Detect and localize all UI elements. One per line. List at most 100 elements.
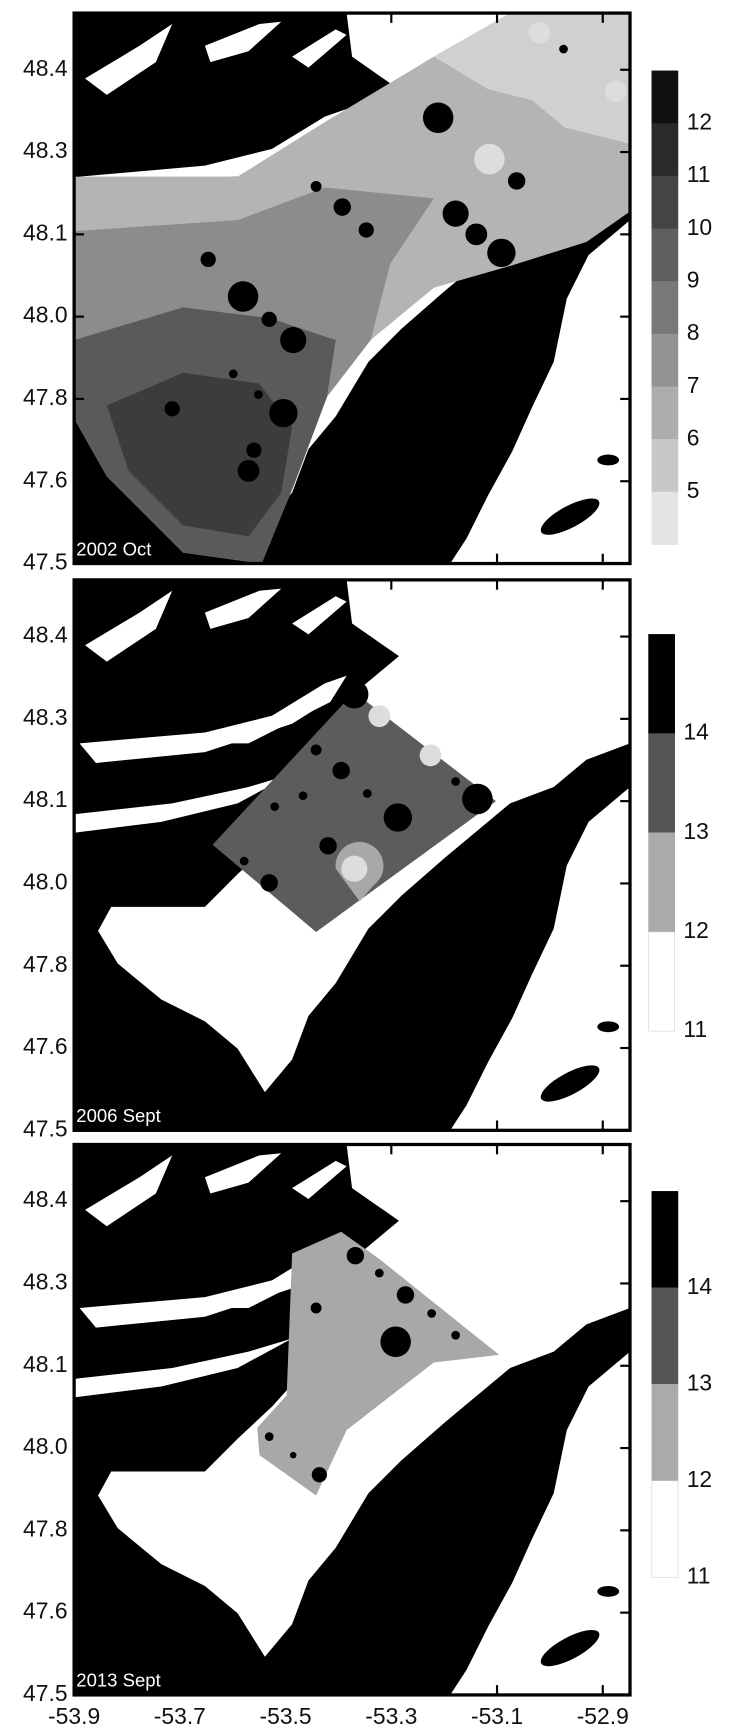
panel-label: 2002 Oct [76, 538, 152, 559]
colorbar-block [651, 70, 679, 124]
colorbar-block [648, 733, 675, 834]
map-panel: 2002 Oct 48.4 48.3 48.1 48.0 47.8 47.6 47.5 [23, 11, 632, 575]
station [310, 1302, 322, 1314]
x-tick-label: -53.1 [471, 1703, 523, 1729]
colorbar-block [651, 1480, 679, 1578]
y-tick-label: 48.4 [23, 55, 68, 81]
station [333, 198, 351, 216]
colorbar-label: 13 [687, 1369, 712, 1395]
colorbar-label: 11 [687, 1562, 711, 1588]
station [298, 791, 308, 801]
colorbar-label: 11 [683, 1016, 707, 1042]
map-panel: 2013 Sept 48.4 48.3 48.1 48.0 47.8 47.6 47.5 [23, 1142, 632, 1706]
colorbar-block [651, 228, 679, 282]
contour-spot [341, 855, 368, 882]
station [427, 1309, 436, 1318]
station [270, 802, 280, 811]
station [451, 1330, 460, 1340]
station [310, 744, 322, 756]
station [280, 326, 307, 354]
colorbar: 14 13 12 11 [651, 1191, 712, 1588]
colorbar-block [651, 439, 679, 493]
contour-spot [528, 21, 551, 44]
y-tick-label: 48.1 [23, 1351, 68, 1377]
contour-spot [419, 744, 442, 767]
station [253, 390, 263, 399]
survey-area [212, 680, 496, 932]
x-tick-label: -53.9 [48, 1703, 100, 1729]
y-tick-label: 47.6 [23, 466, 68, 492]
colorbar-block [651, 281, 679, 335]
y-tick-label: 47.5 [23, 549, 68, 575]
colorbar-block [651, 175, 679, 230]
station [559, 44, 568, 54]
colorbar-label: 12 [687, 109, 712, 135]
colorbar-block [651, 1191, 679, 1289]
station [220, 1393, 229, 1402]
x-axis: -53.9 -53.7 -53.5 -53.3 -53.1 -52.9 [48, 1703, 629, 1729]
station [261, 311, 277, 327]
station [164, 401, 180, 417]
y-tick-label: 48.1 [23, 219, 68, 245]
station [246, 442, 262, 458]
station [465, 223, 488, 246]
y-tick-label: 48.0 [23, 868, 68, 894]
panels: 2002 Oct 48.4 48.3 48.1 48.0 47.8 47.6 47.5 12 11… [23, 11, 712, 1706]
station [383, 803, 413, 832]
station [374, 1268, 384, 1278]
station [319, 837, 337, 855]
station [442, 200, 469, 227]
station [340, 680, 369, 709]
y-tick-label: 48.3 [23, 1269, 68, 1295]
y-tick-label: 48.4 [23, 622, 68, 648]
y-tick-label: 48.4 [23, 1186, 68, 1212]
station [311, 1467, 327, 1483]
station [380, 1326, 411, 1358]
panel-frame [72, 578, 632, 1132]
contour-region [106, 372, 293, 537]
colorbar-block [651, 1384, 679, 1482]
station [239, 856, 249, 866]
colorbar-label: 12 [687, 1466, 712, 1492]
y-tick-label: 47.8 [23, 951, 68, 977]
colorbar-label: 13 [683, 818, 708, 844]
station [260, 874, 278, 892]
colorbar-label: 14 [683, 719, 709, 745]
contour-region [257, 1231, 500, 1496]
colorbar-label: 5 [687, 477, 700, 503]
station [264, 1432, 274, 1441]
colorbar-label: 10 [687, 214, 712, 240]
map-panel: 2006 Sept 48.4 48.3 48.1 48.0 47.8 47.6 47.5 [23, 578, 632, 1141]
colorbar-block [651, 386, 679, 440]
station [422, 102, 454, 133]
station [507, 172, 526, 190]
x-tick-label: -53.3 [365, 1703, 417, 1729]
station [310, 180, 322, 192]
contour-spot [604, 80, 627, 103]
colorbar-block [648, 931, 675, 1032]
y-tick-label: 47.5 [23, 1680, 68, 1706]
y-tick-label: 47.6 [23, 1033, 68, 1059]
colorbar-label: 9 [687, 266, 700, 292]
contour-spot [368, 705, 391, 728]
colorbar-label: 7 [687, 372, 700, 398]
y-tick-label: 48.0 [23, 302, 68, 328]
station [200, 251, 216, 268]
station [462, 783, 493, 815]
y-tick-label: 48.0 [23, 1433, 68, 1459]
colorbar-block [651, 333, 679, 388]
contour-region [433, 13, 631, 144]
station [269, 398, 298, 428]
colorbar-label: 6 [687, 424, 700, 450]
y-tick-label: 47.8 [23, 1515, 68, 1541]
colorbar-block [648, 634, 675, 734]
survey-area [74, 13, 631, 564]
panel-frame [72, 11, 632, 566]
y-tick-label: 48.1 [23, 786, 68, 812]
station [237, 459, 260, 482]
y-tick-label: 47.8 [23, 384, 68, 410]
x-tick-label: -52.9 [577, 1703, 629, 1729]
station [332, 761, 350, 780]
panel-label: 2006 Sept [76, 1105, 161, 1126]
